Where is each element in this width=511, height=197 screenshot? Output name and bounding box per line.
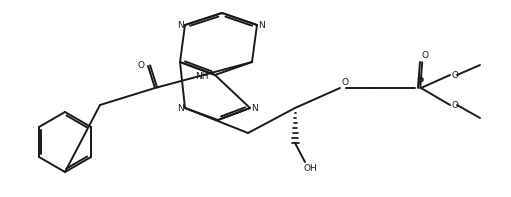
Text: O: O bbox=[451, 100, 458, 110]
Text: NH: NH bbox=[195, 72, 208, 81]
Text: P: P bbox=[416, 77, 423, 87]
Text: N: N bbox=[258, 20, 265, 30]
Text: N: N bbox=[177, 20, 184, 30]
Text: O: O bbox=[341, 78, 348, 87]
Text: N: N bbox=[177, 103, 184, 112]
Text: O: O bbox=[422, 51, 429, 60]
Text: N: N bbox=[251, 103, 258, 112]
Text: O: O bbox=[451, 71, 458, 80]
Text: OH: OH bbox=[304, 164, 318, 173]
Text: O: O bbox=[138, 60, 145, 70]
